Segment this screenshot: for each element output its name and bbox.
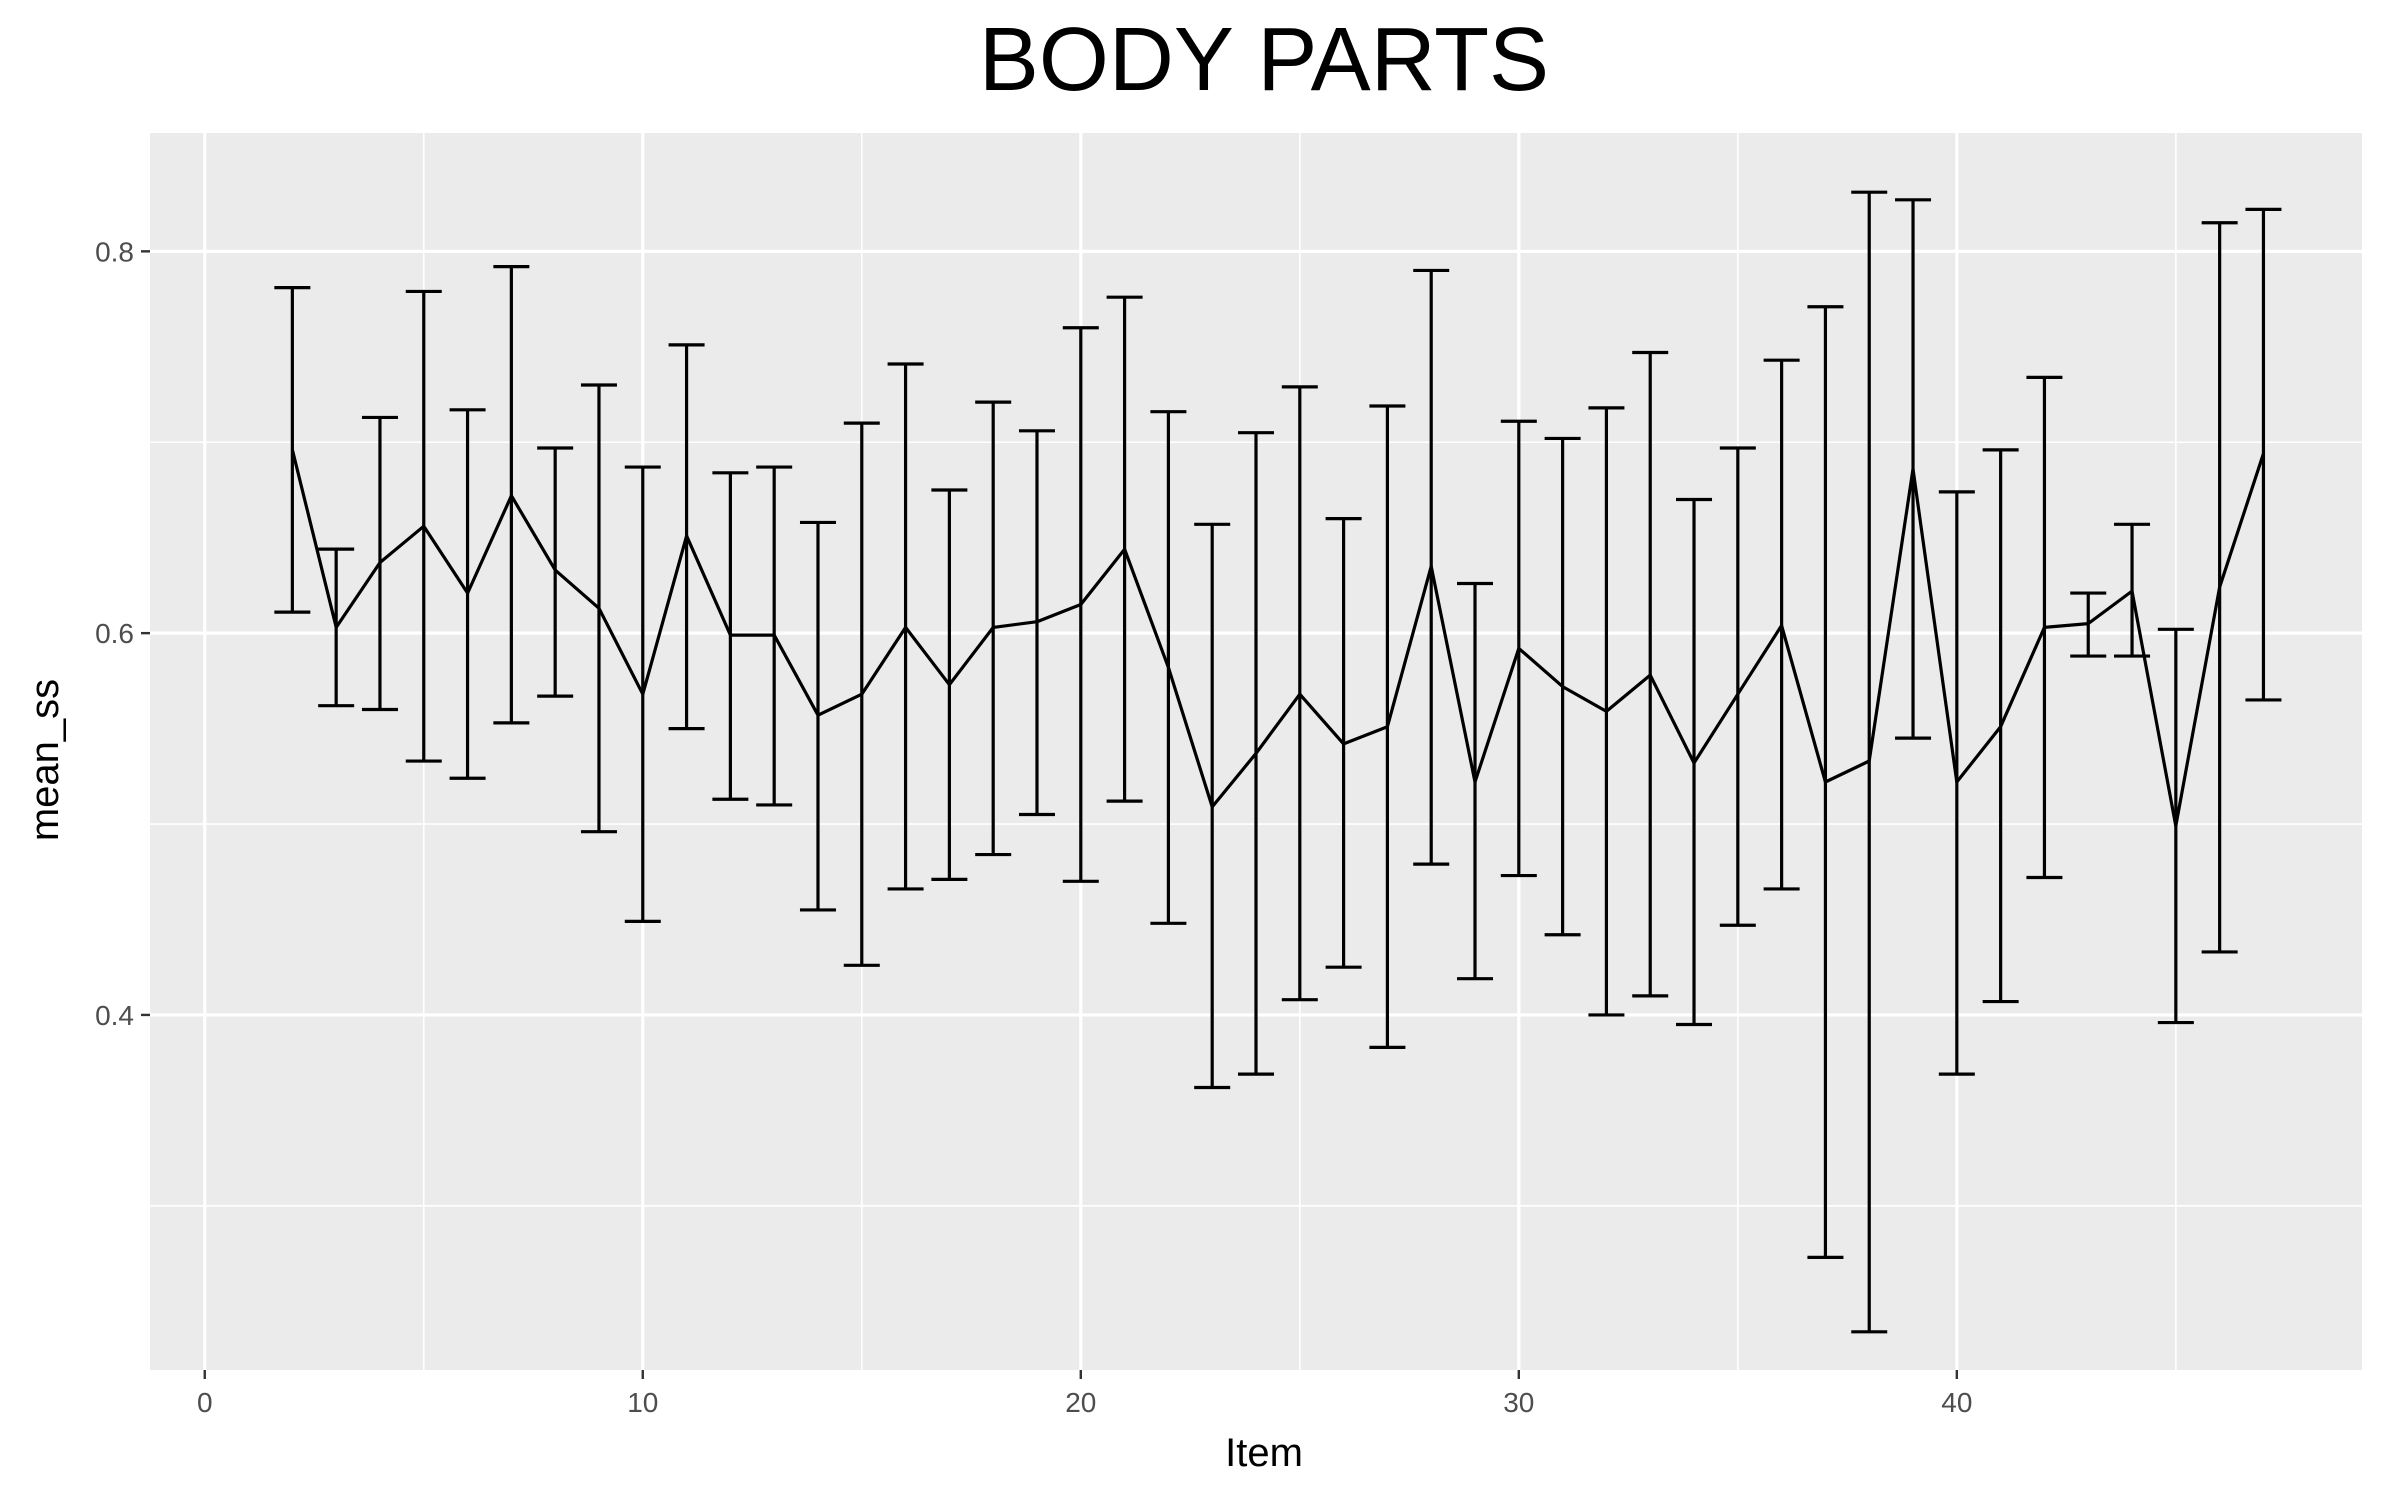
mean-line xyxy=(290,449,2265,828)
x-tick-label: 20 xyxy=(1065,1387,1096,1418)
y-axis-title: mean_ss xyxy=(23,679,67,841)
y-tick-label: 0.4 xyxy=(95,1000,134,1031)
data-marks xyxy=(274,190,2282,1334)
errorbar xyxy=(1719,446,1756,927)
x-tick-label: 0 xyxy=(197,1387,213,1418)
x-tick-label: 40 xyxy=(1941,1387,1972,1418)
x-axis-title: Item xyxy=(1225,1431,1303,1475)
chart-title: BODY PARTS xyxy=(979,10,1549,110)
x-tick-label: 30 xyxy=(1503,1387,1534,1418)
errorbar xyxy=(274,286,311,614)
axes: 0 10 20 30 40 0.4 0.6 0.8 xyxy=(95,236,1972,1418)
y-tick-label: 0.6 xyxy=(95,618,134,649)
y-tick-label: 0.8 xyxy=(95,236,134,267)
x-tick-label: 10 xyxy=(627,1387,658,1418)
